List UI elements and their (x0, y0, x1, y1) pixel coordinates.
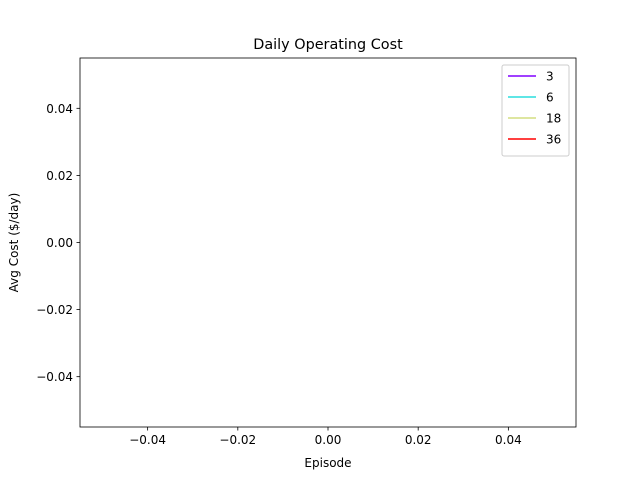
y-tick-label: −0.02 (36, 303, 73, 317)
y-tick-label: 0.02 (46, 169, 73, 183)
y-axis-label: Avg Cost ($/day) (7, 193, 21, 293)
x-tick-label: 0.00 (315, 433, 342, 447)
legend-label-6: 6 (546, 91, 554, 105)
legend-label-18: 18 (546, 112, 561, 126)
legend-box (501, 64, 570, 157)
x-axis-ticks: −0.04 −0.02 0.00 0.02 0.04 (129, 427, 522, 447)
x-tick-label: −0.02 (219, 433, 256, 447)
y-tick-label: 0.00 (46, 236, 73, 250)
legend-label-3: 3 (546, 70, 554, 84)
x-axis-label: Episode (304, 456, 351, 470)
plot-frame (79, 57, 577, 428)
legend-label-36: 36 (546, 133, 561, 147)
y-axis-ticks: −0.04 −0.02 0.00 0.02 0.04 (36, 102, 80, 384)
x-tick-label: −0.04 (129, 433, 166, 447)
x-tick-label: 0.04 (495, 433, 522, 447)
x-tick-label: 0.02 (405, 433, 432, 447)
chart-title: Daily Operating Cost (253, 37, 403, 53)
y-tick-label: 0.04 (46, 102, 73, 116)
y-tick-label: −0.04 (36, 370, 73, 384)
